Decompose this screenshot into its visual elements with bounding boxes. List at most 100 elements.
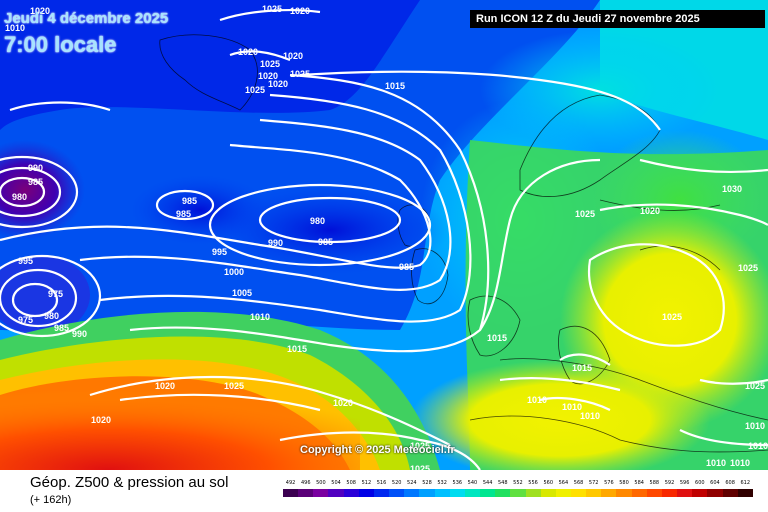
isobar-label: 1020 [238,47,258,57]
color-scale-label: 604 [710,480,720,486]
isobar-label: 1010 [745,421,765,431]
coastlines [159,34,768,453]
isobar-label: 985 [54,323,69,333]
isobar-label: 1010 [706,458,726,468]
color-scale-label: 532 [437,480,447,486]
forecast-date: Jeudi 4 décembre 2025 [4,10,169,27]
isobar-label: 1020 [333,398,353,408]
isobar-label: 1020 [30,6,50,16]
isobar-label: 985 [318,237,333,247]
isobar-label: 1025 [745,381,765,391]
color-scale-swatch [525,489,541,497]
color-scale-label: 580 [619,480,629,486]
isobar-label: 1005 [232,288,252,298]
color-scale-swatch [464,489,481,497]
forecast-time: 7:00 locale [4,32,117,57]
isobar-label: 985 [28,177,43,187]
color-scale-label: 552 [513,480,523,486]
color-scale-swatch [616,489,632,497]
map-title: Géop. Z500 & pression au sol [30,474,229,491]
color-scale-label: 608 [725,480,735,486]
isobar-label: 985 [399,262,414,272]
color-scale-label: 596 [679,480,690,486]
color-scale-label: 572 [588,480,599,486]
isobar-label: 1015 [287,344,307,354]
isobar-label: 1025 [575,209,595,219]
color-scale-label: 512 [361,480,372,486]
color-scale-swatch [404,489,420,497]
isobar-label: 1015 [385,81,405,91]
color-scale-swatch [555,489,571,497]
color-scale-swatch [298,489,314,497]
color-scale-swatch [419,489,435,497]
color-scale-swatch [601,489,617,497]
color-scale-label: 520 [391,480,402,486]
isobar-label: 1010 [250,312,270,322]
forecast-lead-time: (+ 162h) [30,494,72,506]
color-scale-swatch [722,489,738,497]
color-scale-swatch [313,489,329,497]
color-scale-label: 516 [376,480,387,486]
color-scale-swatch [343,489,359,497]
isobar-label: 985 [176,209,191,219]
isobar-label: 1020 [640,206,660,216]
isobar-label: 1025 [662,312,682,322]
color-scale-label: 504 [331,480,341,486]
isobar-label: 1010 [730,458,750,468]
isobar-label: 1015 [487,333,507,343]
color-scale-label: 560 [543,480,553,486]
isobar-label: 1000 [224,267,244,277]
color-scale-swatch [495,489,511,497]
isobar-label: 1010 [5,23,25,33]
color-scale-swatch [707,489,723,497]
color-scale-label: 564 [558,480,569,486]
isobar-label: 1010 [527,395,547,405]
color-scale-swatch [586,489,602,497]
color-scale-swatch [389,489,405,497]
color-scale-label: 588 [649,480,660,486]
color-scale-label: 584 [634,480,644,486]
isobar-label: 1025 [224,381,244,391]
color-scale-swatch [646,489,662,497]
color-scale-label: 576 [604,480,614,486]
color-scale-label: 492 [285,480,296,486]
color-scale-swatch [631,489,647,497]
color-scale-swatch [328,489,344,497]
isobar-label: 1025 [738,263,758,273]
color-scale-swatch [449,489,465,497]
isobar-label: 995 [18,256,33,266]
color-scale-swatch [283,489,299,497]
isobar-label: 1030 [722,184,742,194]
color-scale-swatch [480,489,496,497]
isobar-label: 1020 [155,381,175,391]
isobar-label: 1015 [572,363,592,373]
isobar-label: 1025 [290,69,310,79]
color-scale-label: 524 [407,480,417,486]
color-scale-label: 600 [695,480,705,486]
isobar-label: 1025 [245,85,265,95]
color-scale-swatch [677,489,693,497]
color-scale-label: 592 [664,480,675,486]
isobar-label: 990 [28,163,43,173]
isobar-label: 980 [44,311,59,321]
isobar-label: 985 [182,196,197,206]
isobar-label: 980 [12,192,27,202]
color-scale-label: 500 [316,480,326,486]
isobar-label: 995 [212,247,227,257]
color-scale-label: 548 [497,480,508,486]
isobar-label: 1025 [410,441,430,451]
isobar-label: 1025 [410,464,430,470]
color-scale-swatch [737,489,753,497]
color-scale-bar [283,489,753,497]
isobar-label: 1025 [260,59,280,69]
isobar-label: 990 [72,329,87,339]
isobar-label: 990 [268,238,283,248]
color-scale-label: 536 [452,480,463,486]
color-scale-legend: 492 496 500 504 508 512 516 520 524 528 532 536 540 5… [283,478,753,506]
isobar-label: 1020 [91,415,111,425]
isobar-label: 1025 [262,4,282,14]
color-scale-label: 540 [467,480,478,486]
